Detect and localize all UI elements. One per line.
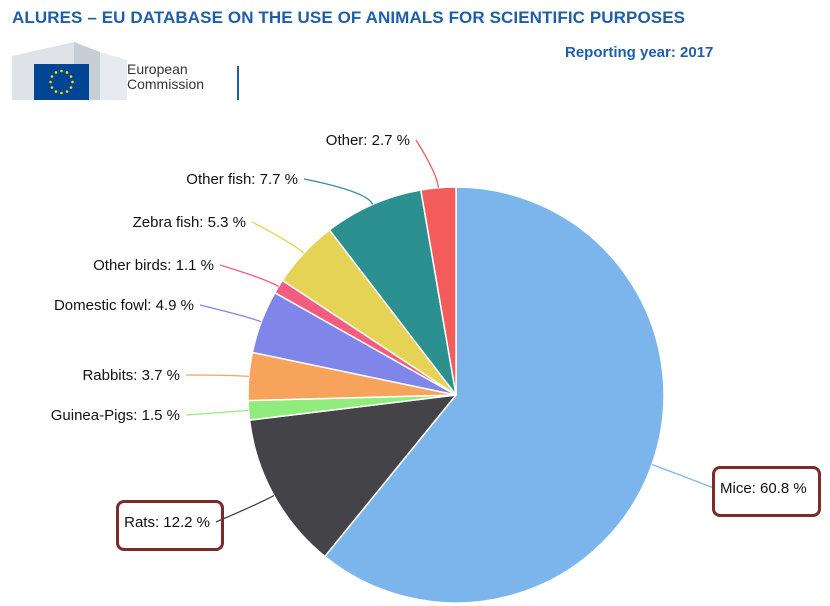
- slice-label: Rats: 12.2 %: [124, 514, 210, 531]
- label-connector: [185, 374, 249, 378]
- reporting-year: Reporting year: 2017: [565, 44, 714, 61]
- slice-label: Guinea-Pigs: 1.5 %: [51, 407, 180, 424]
- pie-slice[interactable]: [323, 186, 665, 604]
- flag-star: [60, 91, 63, 95]
- flag-star: [54, 71, 58, 74]
- ec-flag-icon: [12, 42, 127, 100]
- pie-slice[interactable]: [328, 189, 457, 396]
- logo-divider: [237, 66, 239, 100]
- flag-star: [69, 86, 73, 89]
- flag-star: [65, 71, 69, 74]
- pie-slice[interactable]: [419, 186, 457, 396]
- slice-label: Other fish: 7.7 %: [186, 171, 298, 188]
- slice-label: Other birds: 1.1 %: [93, 257, 214, 274]
- flag-star: [60, 69, 63, 73]
- slice-label: Zebra fish: 5.3 %: [133, 214, 246, 231]
- flag-star: [69, 75, 73, 78]
- logo-line-commission: Commission: [127, 76, 205, 92]
- label-connector: [303, 178, 374, 205]
- label-connector: [251, 221, 305, 254]
- label-connector: [185, 409, 249, 416]
- pie-slice[interactable]: [248, 394, 458, 558]
- highlight-box: [712, 466, 821, 517]
- slice-label: Rabbits: 3.7 %: [82, 367, 180, 384]
- label-connector: [651, 463, 715, 489]
- page-title: ALURES – EU DATABASE ON THE USE OF ANIMA…: [12, 8, 686, 27]
- flag-star: [49, 80, 52, 84]
- logo-line-european: European: [127, 61, 188, 77]
- flag-star: [54, 90, 58, 93]
- slice-label: Mice: 60.8 %: [720, 480, 807, 497]
- label-connector: [199, 304, 262, 323]
- label-connector: [215, 495, 275, 523]
- flag-star: [50, 86, 54, 89]
- flag-star: [65, 90, 69, 93]
- slice-label: Other: 2.7 %: [326, 132, 410, 149]
- highlight-box: [116, 500, 224, 551]
- logo-text: European Commission: [127, 62, 204, 92]
- label-connector: [415, 139, 440, 188]
- flag-star: [50, 75, 54, 78]
- label-connector: [219, 264, 279, 288]
- slice-label: Domestic fowl: 4.9 %: [54, 297, 194, 314]
- flag-star: [71, 80, 74, 84]
